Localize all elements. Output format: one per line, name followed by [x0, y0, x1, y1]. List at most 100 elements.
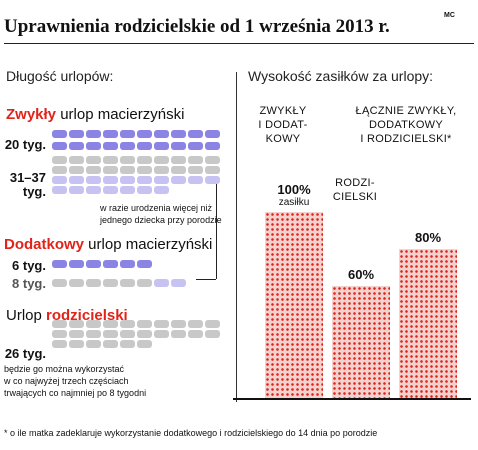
week-pill-zwykly [103, 142, 118, 150]
week-pill-multi [120, 156, 135, 164]
chart-title: Uprawnienia rodzicielskie od 1 września … [4, 16, 390, 37]
week-pill-rodzicielski [52, 320, 67, 328]
dodatkowy-label-rest: urlop macierzyński [84, 236, 213, 253]
title-rule [4, 43, 474, 44]
dodatkowy-weeks: 6 tyg. [12, 258, 46, 273]
week-pill-dodatkowy-alt [171, 279, 186, 287]
week-pill-rodzicielski [103, 330, 118, 338]
week-pill-rodzicielski [137, 320, 152, 328]
week-pill-multi [52, 166, 67, 174]
rodzicielski-note-1: będzie go można wykorzystać [4, 364, 125, 374]
left-heading: Długość urlopów: [6, 68, 114, 84]
week-pill-zwykly [52, 130, 67, 138]
week-pill-multi [103, 186, 118, 194]
week-pill-zwykly [52, 142, 67, 150]
week-pill-zwykly [205, 142, 220, 150]
week-pill-dodatkowy [69, 260, 84, 268]
bar-category-label-1: ZWYKŁY I DODAT- KOWY [248, 104, 318, 146]
bar-2 [332, 286, 390, 398]
week-pill-rodzicielski [69, 340, 84, 348]
credit: MC [444, 12, 455, 19]
week-pill-rodzicielski [103, 320, 118, 328]
week-pill-multi [171, 176, 186, 184]
week-pill-multi [188, 156, 203, 164]
week-pill-multi [205, 176, 220, 184]
week-pill-rodzicielski [205, 330, 220, 338]
rodzicielski-note-3: trwających co najmniej po 8 tygodni [4, 388, 147, 398]
week-pill-multi [69, 186, 84, 194]
zwykly-label-red: Zwykły [6, 106, 57, 123]
bar-1 [265, 212, 323, 398]
week-pill-rodzicielski [120, 340, 135, 348]
connector-horizontal [196, 279, 216, 280]
week-pill-multi [171, 156, 186, 164]
week-pill-multi [120, 176, 135, 184]
week-pill-dodatkowy-alt [52, 279, 67, 287]
week-pill-rodzicielski [137, 330, 152, 338]
week-pill-multi [103, 156, 118, 164]
zwykly-multi-weeks-1: 31–37 [9, 170, 46, 185]
week-pill-dodatkowy [120, 260, 135, 268]
rodzicielski-label-red: rodzicielski [46, 307, 128, 324]
zwykly-weeks: 20 tyg. [4, 137, 46, 152]
week-pill-multi [86, 166, 101, 174]
week-pill-multi [69, 166, 84, 174]
week-pill-rodzicielski [103, 340, 118, 348]
week-pill-multi [137, 186, 152, 194]
week-pill-zwykly [154, 142, 169, 150]
week-pill-zwykly [137, 130, 152, 138]
week-pill-multi [188, 166, 203, 174]
week-pill-rodzicielski [120, 330, 135, 338]
week-pill-multi [154, 156, 169, 164]
week-pill-multi [137, 166, 152, 174]
dodatkowy-label-red: Dodatkowy [4, 236, 85, 253]
bar-value-sublabel-1: zasiłku [278, 197, 310, 208]
week-pill-rodzicielski [69, 320, 84, 328]
week-pill-rodzicielski [86, 320, 101, 328]
footnote: * o ile matka zadeklaruje wykorzystanie … [4, 428, 378, 438]
week-pill-dodatkowy-alt [86, 279, 101, 287]
zwykly-label-rest: urlop macierzyński [56, 106, 185, 123]
week-pill-zwykly [103, 130, 118, 138]
week-pill-dodatkowy [137, 260, 152, 268]
week-pill-multi [86, 186, 101, 194]
week-pill-multi [103, 166, 118, 174]
week-pill-rodzicielski [86, 330, 101, 338]
week-pill-zwykly [69, 130, 84, 138]
dodatkowy-label: Dodatkowy urlop macierzyński [4, 236, 212, 253]
connector-vertical [216, 178, 217, 279]
week-pill-dodatkowy [86, 260, 101, 268]
week-pill-zwykly [188, 142, 203, 150]
week-pill-multi [154, 176, 169, 184]
bar-category-1-line-1: ZWYKŁY [259, 105, 307, 117]
right-heading: Wysokość zasiłków za urlopy: [248, 68, 434, 84]
week-pill-dodatkowy-alt [154, 279, 169, 287]
week-pill-multi [52, 176, 67, 184]
week-pill-zwykly [69, 142, 84, 150]
week-pill-multi [205, 166, 220, 174]
week-pill-zwykly [86, 142, 101, 150]
week-pill-multi [52, 186, 67, 194]
bar-3 [399, 249, 457, 398]
week-pill-rodzicielski [188, 330, 203, 338]
week-pill-multi [69, 176, 84, 184]
week-pill-rodzicielski [52, 330, 67, 338]
week-pill-zwykly [137, 142, 152, 150]
rodzicielski-label-pre: Urlop [6, 307, 47, 324]
bar-baseline [233, 398, 471, 400]
week-pill-multi [188, 176, 203, 184]
column-divider [236, 72, 237, 402]
week-pill-dodatkowy-alt [137, 279, 152, 287]
bar-value-label-2: 60% [347, 267, 375, 283]
week-pill-rodzicielski [137, 340, 152, 348]
week-pill-multi [103, 176, 118, 184]
zwykly-label: Zwykły urlop macierzyński [6, 106, 184, 123]
week-pill-rodzicielski [171, 330, 186, 338]
week-pill-rodzicielski [205, 320, 220, 328]
week-pill-dodatkowy-alt [120, 279, 135, 287]
week-pill-rodzicielski [188, 320, 203, 328]
week-pill-multi [137, 156, 152, 164]
bar-category-3-line-1: ŁĄCZNIE ZWYKŁY, [355, 105, 457, 117]
bar-category-2-line-2: CIELSKI [332, 191, 378, 203]
bar-category-1-line-3: KOWY [265, 133, 301, 145]
